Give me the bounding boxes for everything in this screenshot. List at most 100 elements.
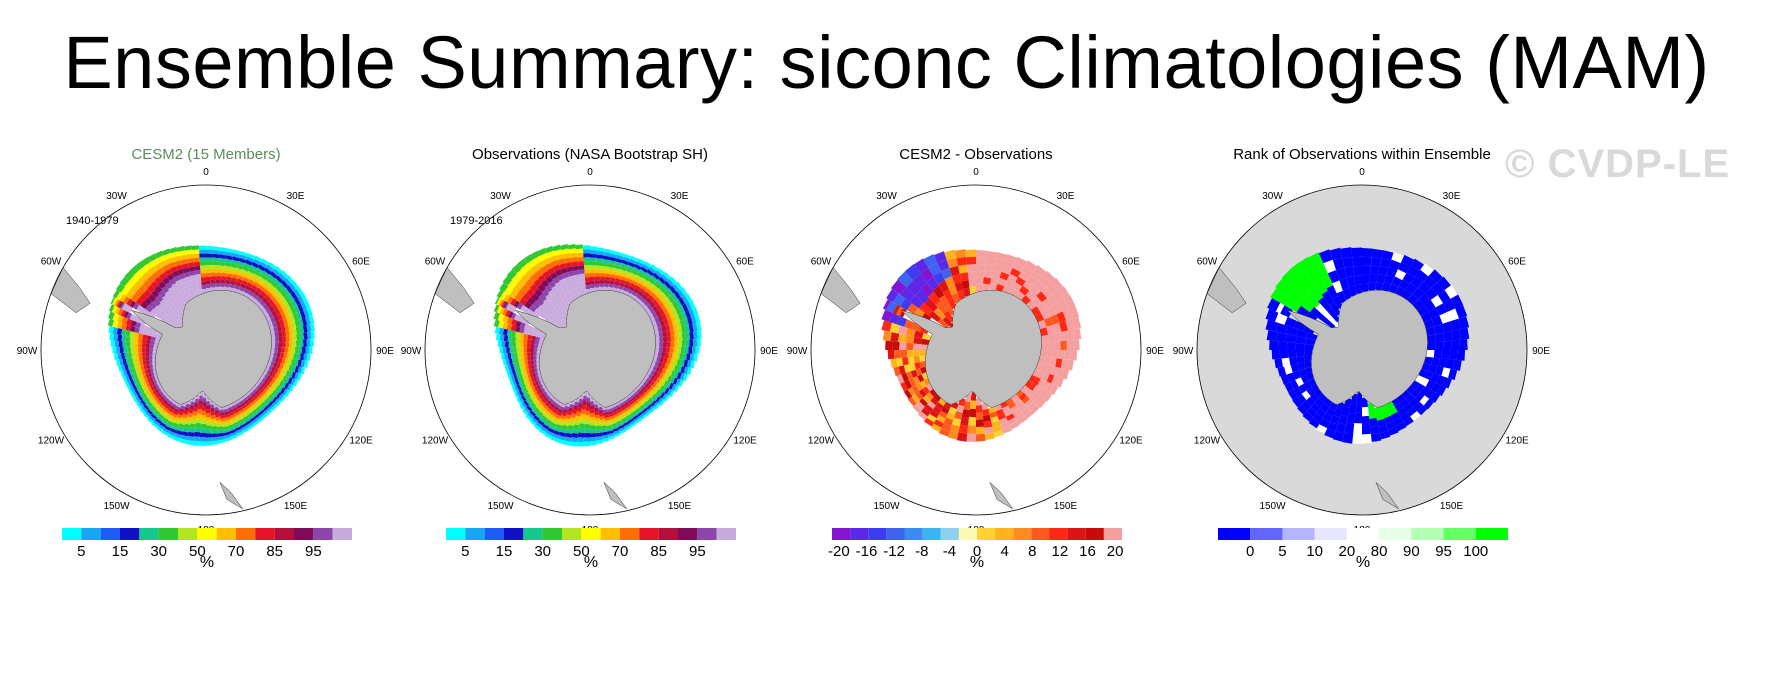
ice-cell xyxy=(502,308,508,316)
ice-cell xyxy=(565,292,571,299)
diff-cell xyxy=(1004,279,1015,289)
ice-cell xyxy=(251,409,258,415)
ice-cell xyxy=(513,363,518,369)
colorbar-swatch xyxy=(977,528,996,540)
rank-cell xyxy=(1445,358,1455,370)
ice-cell xyxy=(556,438,564,445)
ice-cell xyxy=(692,323,698,332)
ice-cell xyxy=(210,415,216,420)
ice-cell xyxy=(111,305,118,314)
ice-cell xyxy=(596,247,605,252)
ice-cell xyxy=(166,299,174,308)
ice-cell xyxy=(242,428,249,434)
diff-cell xyxy=(1015,256,1028,267)
ice-cell xyxy=(255,414,263,421)
ice-cell xyxy=(530,250,540,260)
colorbar-swatch xyxy=(236,528,256,540)
rank-cell xyxy=(1275,312,1288,325)
ice-cell xyxy=(185,403,191,409)
colorbar-swatch xyxy=(120,528,140,540)
ice-cell xyxy=(152,355,156,360)
ice-cell xyxy=(153,262,163,271)
ice-cell xyxy=(533,255,543,265)
ice-cell xyxy=(530,352,534,357)
rank-cell xyxy=(1452,359,1462,371)
ice-cell xyxy=(555,253,564,261)
ice-cell xyxy=(116,359,121,366)
ice-cell xyxy=(578,398,584,404)
ice-cell xyxy=(229,266,236,272)
ice-cell xyxy=(127,380,133,387)
ice-cell xyxy=(647,390,653,397)
ice-cell xyxy=(658,347,663,353)
ice-cell xyxy=(238,421,246,426)
colorbar-swatch xyxy=(484,528,504,540)
rank-cell xyxy=(1286,342,1296,350)
ice-cell xyxy=(271,377,277,384)
colorbar-tick-label: 70 xyxy=(228,543,245,560)
ice-cell xyxy=(650,400,657,407)
ice-cell xyxy=(117,334,123,342)
ice-cell xyxy=(502,322,509,330)
rank-cell xyxy=(1381,282,1391,292)
ice-cell xyxy=(527,374,532,380)
rank-cell xyxy=(1412,299,1424,311)
ice-cell xyxy=(132,391,138,398)
ice-cell xyxy=(200,423,206,429)
rank-cell xyxy=(1413,401,1424,412)
ice-cell xyxy=(148,294,157,303)
diff-cell xyxy=(882,299,891,310)
diff-cell xyxy=(910,369,918,378)
diff-cell xyxy=(1055,358,1063,368)
diff-cell xyxy=(990,416,999,423)
ice-cell xyxy=(217,261,225,267)
ice-cell xyxy=(545,275,554,284)
ice-cell xyxy=(296,333,301,341)
ice-cell xyxy=(511,263,522,274)
ice-cell xyxy=(133,362,138,368)
ice-cell xyxy=(594,411,600,416)
ice-cell xyxy=(228,426,235,432)
ice-cell xyxy=(170,428,177,434)
diff-cell xyxy=(1036,387,1045,397)
diff-cell xyxy=(933,271,946,285)
ice-cell xyxy=(648,314,655,321)
ice-cell xyxy=(267,393,274,400)
ice-cell xyxy=(242,288,249,294)
rank-cell xyxy=(1444,285,1458,299)
ice-cell xyxy=(688,346,692,354)
ice-cell xyxy=(537,274,546,283)
ice-cell xyxy=(530,360,535,365)
ice-cell xyxy=(218,254,227,259)
ice-cell xyxy=(631,269,639,276)
ice-cell xyxy=(186,439,194,446)
ice-cell xyxy=(267,274,275,282)
ice-cell xyxy=(640,277,648,284)
ice-cell xyxy=(281,336,287,342)
rank-cell xyxy=(1423,300,1436,312)
ice-cell xyxy=(552,308,560,316)
ice-cell xyxy=(233,424,241,429)
ice-cell xyxy=(297,295,305,304)
ice-cell xyxy=(186,295,192,302)
ice-cell xyxy=(288,328,294,336)
ice-cell xyxy=(635,409,642,415)
ice-cell xyxy=(175,279,183,287)
ice-cell xyxy=(197,409,202,415)
diff-cell xyxy=(984,426,994,434)
south-america xyxy=(820,267,861,314)
ice-cell xyxy=(229,283,235,289)
ice-cell xyxy=(287,322,293,330)
ice-cell xyxy=(161,394,167,399)
ice-cell xyxy=(590,261,597,266)
ice-cell xyxy=(158,385,164,391)
ice-cell xyxy=(695,346,700,354)
ice-cell xyxy=(569,403,575,409)
ice-cell xyxy=(177,250,186,257)
ice-cell xyxy=(594,418,601,423)
ice-cell xyxy=(243,262,251,269)
ice-cell xyxy=(516,268,526,279)
rank-cell xyxy=(1378,265,1389,276)
ice-cell xyxy=(171,425,178,431)
map-boundary xyxy=(1196,184,1528,516)
